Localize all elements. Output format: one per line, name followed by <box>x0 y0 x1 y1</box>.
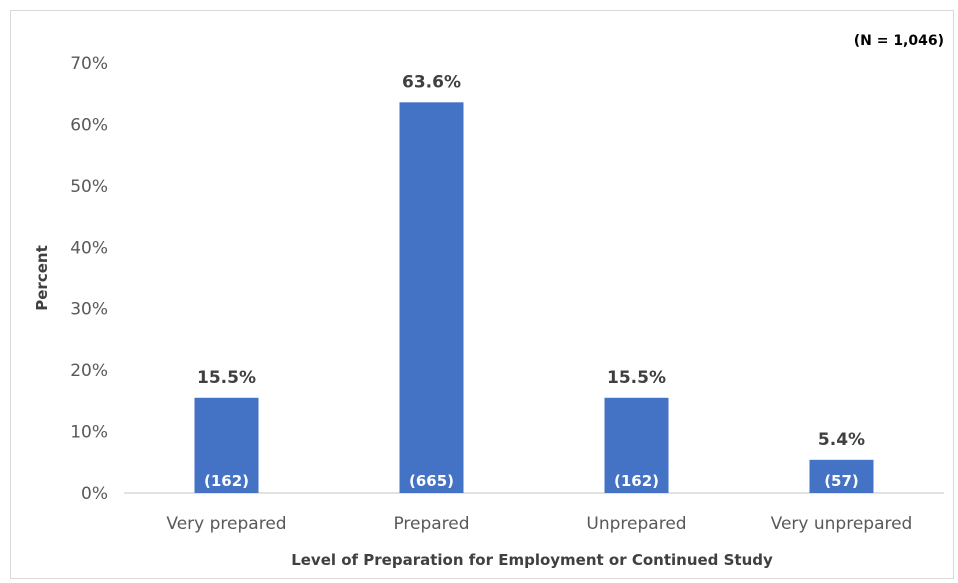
y-tick-label: 60% <box>70 115 108 135</box>
sample-size-note: (N = 1,046) <box>854 33 944 49</box>
bar-value-label: 15.5% <box>607 368 666 388</box>
y-tick-label: 10% <box>70 423 108 443</box>
bar-count-label: (162) <box>204 472 249 490</box>
y-tick-label: 70% <box>70 54 108 74</box>
x-category-label: Prepared <box>393 514 469 534</box>
bar-count-label: (57) <box>824 472 859 490</box>
bar <box>400 102 464 493</box>
bar-count-label: (665) <box>409 472 454 490</box>
y-tick-label: 30% <box>70 300 108 320</box>
y-tick-label: 40% <box>70 238 108 258</box>
bars: 15.5% (162) 63.6% (665) 15.5% (162) 5.4% (57) <box>195 72 874 493</box>
y-tick-label: 50% <box>70 177 108 197</box>
y-axis-title: Percent <box>33 245 51 310</box>
x-category-label: Very prepared <box>166 514 286 534</box>
y-tick-label: 0% <box>81 484 108 504</box>
bar-value-label: 5.4% <box>818 430 865 450</box>
y-tick-label: 20% <box>70 361 108 381</box>
x-category-label: Very unprepared <box>771 514 913 534</box>
x-axis-title: Level of Preparation for Employment or C… <box>291 551 773 569</box>
x-category-label: Unprepared <box>586 514 686 534</box>
x-axis-category-labels: Very prepared Prepared Unprepared Very unpr… <box>166 514 912 534</box>
bar-count-label: (162) <box>614 472 659 490</box>
y-axis-ticks: 0% 10% 20% 30% 40% 50% 60% 70% <box>70 54 108 504</box>
bar-value-label: 63.6% <box>402 72 461 92</box>
bar-value-label: 15.5% <box>197 368 256 388</box>
